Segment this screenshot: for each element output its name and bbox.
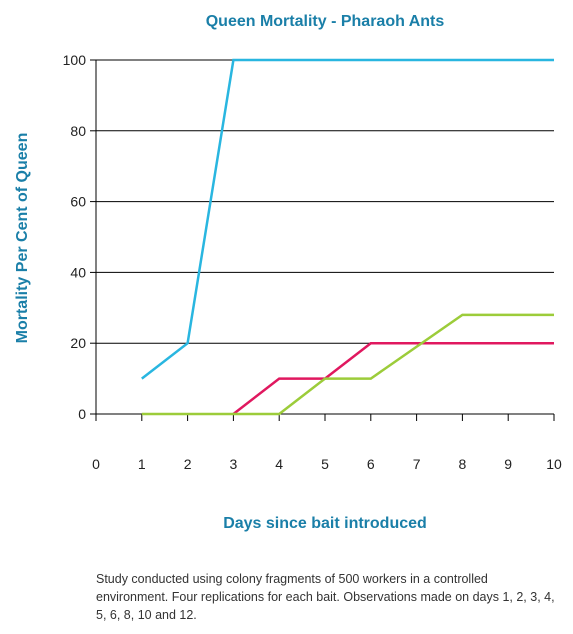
chart-title: Queen Mortality - Pharaoh Ants [206,13,445,30]
y-tick-label: 40 [70,264,86,280]
x-tick-label: 4 [275,456,283,472]
x-tick-label: 3 [230,456,238,472]
y-tick-label: 100 [63,52,87,68]
x-tick-label: 5 [321,456,329,472]
footnote: Study conducted using colony fragments o… [96,572,555,622]
x-tick-label: 1 [138,456,146,472]
series-line-1 [141,58,554,380]
x-tick-label: 7 [413,456,421,472]
y-tick-label: 0 [78,406,86,422]
y-axis-label: Mortality Per Cent of Queen [14,133,31,344]
x-tick-label: 10 [546,456,562,472]
x-tick-label: 0 [92,456,100,472]
x-axis-label: Days since bait introduced [223,515,427,532]
x-tick-label: 8 [459,456,467,472]
x-tick-label: 9 [504,456,512,472]
y-tick-label: 80 [70,123,86,139]
series-layer [141,58,554,416]
series-line-2 [232,341,554,415]
axes: 0 20 40 60 80 100 0 1 2 3 4 5 6 7 8 9 10 [63,52,562,472]
x-tick-label: 2 [184,456,192,472]
x-tick-label: 6 [367,456,375,472]
series-line-3 [141,313,554,416]
y-tick-label: 60 [70,194,86,210]
y-tick-label: 20 [70,335,86,351]
